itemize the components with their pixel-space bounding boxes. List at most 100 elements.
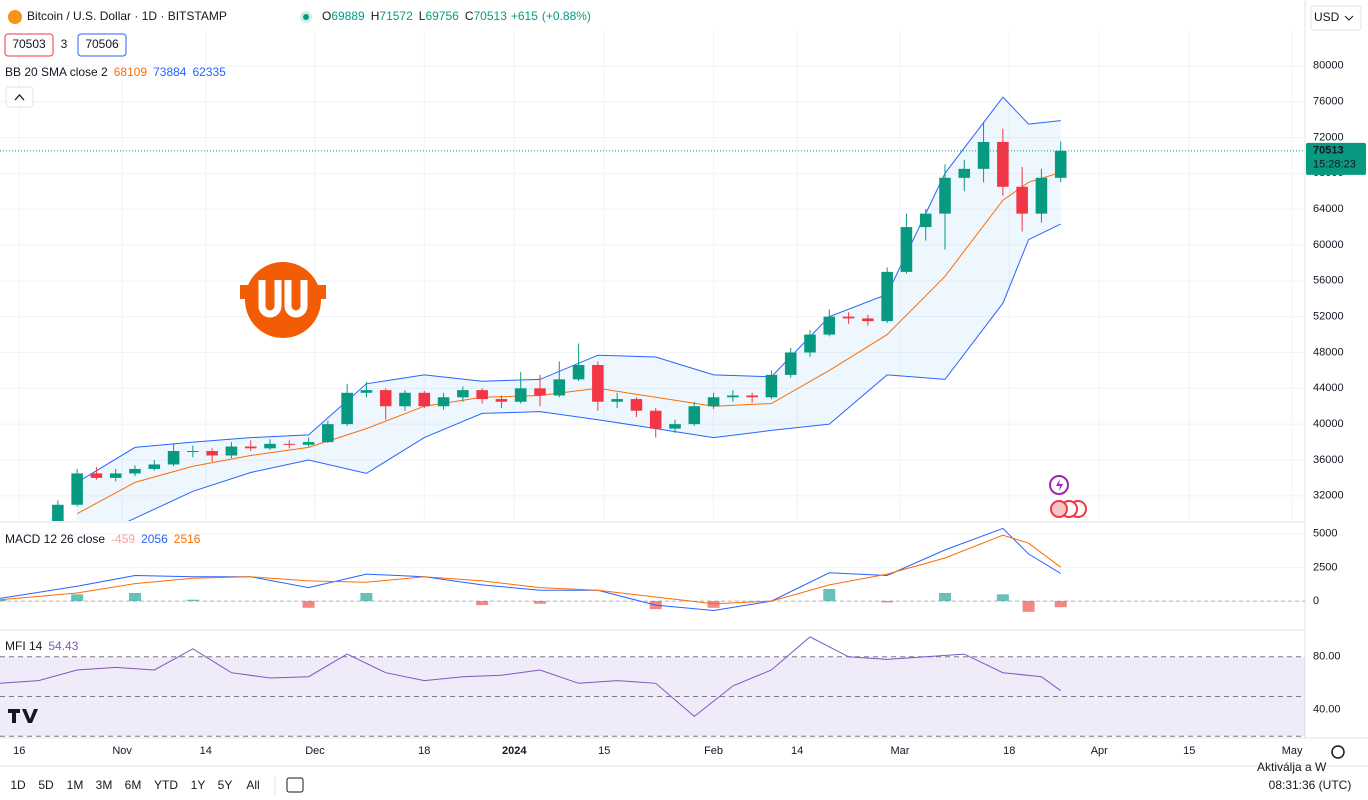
- y-tick-label: 40.00: [1313, 704, 1341, 716]
- y-tick-label: 80.00: [1313, 651, 1341, 663]
- candle-body: [1035, 177, 1048, 214]
- candle-body: [206, 451, 218, 456]
- candle-body: [727, 395, 739, 398]
- symbol-title: Bitcoin / U.S. Dollar · 1D · BITSTAMP: [27, 9, 227, 23]
- band-lower: [127, 223, 1061, 521]
- calendar-icon[interactable]: [286, 777, 304, 793]
- ohlc-label: O: [322, 9, 331, 23]
- currency-button[interactable]: [1310, 5, 1362, 31]
- logo-circle: [245, 262, 321, 338]
- change: +615: [511, 9, 538, 23]
- macd-line: [0, 527, 1061, 612]
- x-tick-label: 14: [791, 745, 803, 757]
- x-tick-label: 16: [13, 745, 25, 757]
- candle-body: [476, 390, 488, 400]
- collapse-button[interactable]: [5, 86, 34, 108]
- event-icon: [1056, 479, 1063, 491]
- event-icon[interactable]: [1050, 500, 1068, 518]
- candle-body: [804, 334, 816, 353]
- y-tick-label: 76000: [1313, 96, 1344, 108]
- indicator-value: 62335: [192, 65, 226, 79]
- change: (+0.88%): [542, 9, 591, 23]
- timeframe-button[interactable]: 1Y: [191, 778, 206, 792]
- timeframe-button[interactable]: 5Y: [218, 778, 233, 792]
- watermark: Aktiválja a W: [1257, 760, 1327, 774]
- timeframe-button[interactable]: 6M: [125, 778, 142, 792]
- candle-body: [71, 473, 83, 505]
- ohlc-value: 69889: [331, 9, 365, 23]
- indicator-value: 2056: [141, 532, 168, 546]
- indicator-value: 73884: [153, 65, 187, 79]
- buy-button[interactable]: [77, 33, 127, 57]
- timeframe-button[interactable]: 1M: [67, 778, 84, 792]
- timeframe-button[interactable]: YTD: [154, 778, 178, 792]
- y-tick-label: 80000: [1313, 60, 1344, 72]
- mfi-pane: [0, 636, 1305, 737]
- candle-body: [572, 365, 585, 380]
- indicator-value: 68109: [114, 65, 148, 79]
- ohlc-value: 71572: [379, 9, 413, 23]
- macd-pane: [0, 527, 1305, 612]
- timeframe-button[interactable]: 1D: [10, 778, 26, 792]
- mfi-line: [0, 636, 1061, 718]
- y-tick-label: 5000: [1313, 528, 1337, 540]
- price-pane: [0, 30, 1305, 521]
- y-tick-label: 0: [1313, 595, 1319, 607]
- histogram-bar: [360, 592, 373, 602]
- histogram-bar: [129, 592, 141, 602]
- price-tag-value: 70513: [1313, 145, 1344, 157]
- histogram-bar: [881, 601, 894, 603]
- y-tick-label: 72000: [1313, 131, 1344, 143]
- status-dot: [303, 14, 309, 20]
- indicator-value: 54.43: [48, 639, 78, 653]
- candle-body: [707, 397, 720, 407]
- histogram-bar: [707, 601, 720, 608]
- tv-logo: [8, 709, 38, 723]
- histogram-bar: [939, 592, 951, 602]
- band-fill: [77, 97, 1061, 521]
- sell-price[interactable]: 70503: [12, 37, 46, 51]
- x-tick-label: May: [1282, 745, 1303, 757]
- indicator-name: BB 20 SMA close 2: [5, 65, 108, 79]
- candle-body: [1016, 186, 1028, 214]
- indicator-legend: BB 20 SMA close 2 68109 73884 62335: [5, 65, 226, 79]
- buy-price[interactable]: 70506: [85, 37, 119, 51]
- candle-body: [997, 141, 1009, 187]
- candle-body: [611, 399, 623, 402]
- candle-body: [649, 410, 662, 429]
- candle-body: [958, 168, 971, 178]
- indicator-legend: MFI 14 54.43: [5, 639, 79, 653]
- settings-icon[interactable]: [1331, 745, 1345, 759]
- timeframe-button[interactable]: 3M: [96, 778, 113, 792]
- histogram-bar: [1022, 601, 1035, 612]
- candle-body: [302, 442, 315, 445]
- x-tick-label: 15: [598, 745, 610, 757]
- candle-body: [919, 213, 932, 228]
- indicator-legend: MACD 12 26 close -459 2056 2516: [5, 532, 201, 546]
- y-tick-label: 40000: [1313, 418, 1344, 430]
- y-tick-label: 56000: [1313, 275, 1344, 287]
- ohlc-value: 70513: [474, 9, 508, 23]
- currency[interactable]: USD: [1314, 10, 1340, 24]
- candle-body: [90, 473, 103, 478]
- x-tick-label: 18: [1003, 745, 1015, 757]
- logo: [240, 262, 326, 338]
- candle-body: [360, 390, 373, 393]
- candle-body: [534, 388, 546, 396]
- sell-button[interactable]: [4, 33, 54, 57]
- candle-body: [187, 451, 199, 453]
- candle-body: [437, 397, 450, 407]
- candle-body: [1054, 150, 1067, 178]
- y-tick-label: 52000: [1313, 311, 1344, 323]
- timeframe-button[interactable]: 5D: [38, 778, 54, 792]
- candle-body: [148, 464, 161, 469]
- timeframe-button[interactable]: All: [246, 778, 259, 792]
- candle-body: [399, 392, 411, 407]
- ohlc-label: L: [419, 9, 426, 23]
- histogram-bar: [0, 599, 6, 602]
- y-tick-label: 48000: [1313, 346, 1344, 358]
- candle-body: [495, 399, 508, 402]
- ohlc: O69889 H71572 L69756 C70513 +615 (+0.88%): [322, 9, 591, 23]
- x-tick-label: 18: [418, 745, 430, 757]
- countdown: 15:28:23: [1313, 159, 1356, 171]
